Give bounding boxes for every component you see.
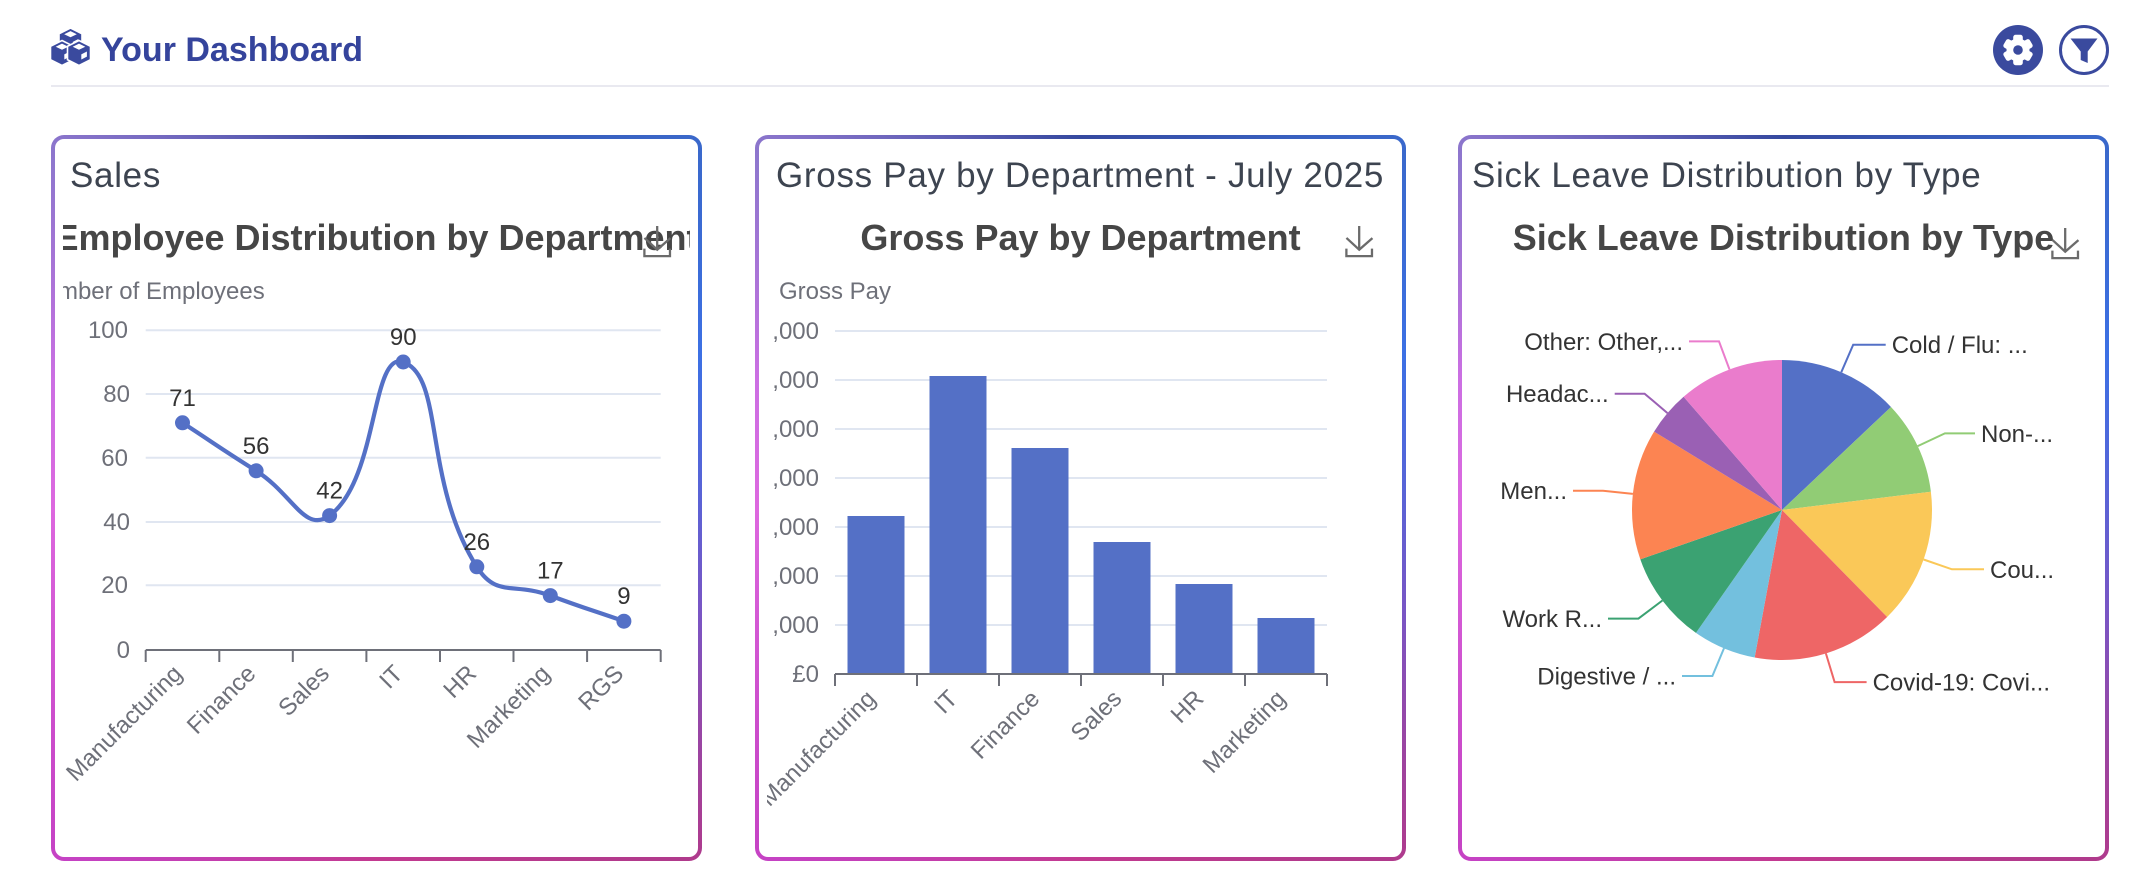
svg-text:Covid-19: Covi...: Covid-19: Covi...	[1873, 670, 2050, 697]
svg-text:Work R...: Work R...	[1502, 606, 1602, 633]
svg-text:HR: HR	[1166, 685, 1210, 729]
svg-text:Men...: Men...	[1500, 478, 1567, 505]
svg-text:IT: IT	[374, 660, 408, 694]
svg-text:Cou...: Cou...	[1990, 557, 2054, 584]
svg-text:80: 80	[103, 381, 130, 408]
svg-text:,000: ,000	[772, 416, 819, 443]
svg-text:Gross Pay: Gross Pay	[779, 278, 891, 305]
svg-text:Other: Other,...: Other: Other,...	[1524, 329, 1683, 356]
svg-text:IT: IT	[929, 685, 963, 719]
svg-text:,000: ,000	[772, 465, 819, 492]
svg-text:9: 9	[617, 583, 630, 610]
svg-text:£0: £0	[792, 661, 819, 688]
svg-text:56: 56	[243, 433, 270, 460]
svg-text:RGS: RGS	[573, 660, 629, 716]
svg-text:60: 60	[101, 445, 128, 472]
svg-text:20: 20	[101, 572, 128, 599]
svg-text:,000: ,000	[772, 563, 819, 590]
svg-text:Finance: Finance	[182, 660, 261, 739]
svg-text:71: 71	[169, 385, 196, 412]
svg-text:Sick Leave Distribution by Typ: Sick Leave Distribution by Type	[1513, 217, 2054, 258]
svg-text:Sales: Sales	[273, 660, 335, 722]
svg-text:Non-...: Non-...	[1981, 421, 2053, 448]
svg-text:Manufacturing: Manufacturing	[63, 660, 188, 787]
svg-text:Marketing: Marketing	[1198, 685, 1292, 779]
svg-text:26: 26	[463, 529, 490, 556]
svg-text:42: 42	[316, 478, 343, 505]
svg-text:Cold / Flu: ...: Cold / Flu: ...	[1892, 332, 2028, 359]
svg-text:,000: ,000	[772, 318, 819, 345]
svg-text:90: 90	[390, 324, 417, 351]
svg-text:,000: ,000	[772, 514, 819, 541]
svg-text:Headac...: Headac...	[1506, 381, 1609, 408]
svg-text:Manufacturing: Manufacturing	[767, 685, 881, 812]
svg-text:100: 100	[88, 317, 128, 344]
svg-text:Number of Employees: Number of Employees	[63, 278, 265, 305]
svg-text:,000: ,000	[772, 367, 819, 394]
svg-text:Sales: Sales	[1066, 685, 1128, 747]
svg-text:Finance: Finance	[966, 685, 1045, 764]
svg-text:Digestive / ...: Digestive / ...	[1537, 664, 1676, 691]
svg-text:0: 0	[117, 637, 130, 664]
svg-text:40: 40	[103, 509, 130, 536]
svg-text:HR: HR	[438, 660, 482, 704]
svg-text:Gross Pay by Department: Gross Pay by Department	[860, 217, 1300, 258]
svg-text:Employee Distribution by Depar: Employee Distribution by Department	[63, 217, 690, 258]
svg-text:,000: ,000	[772, 612, 819, 639]
svg-text:17: 17	[537, 558, 564, 585]
